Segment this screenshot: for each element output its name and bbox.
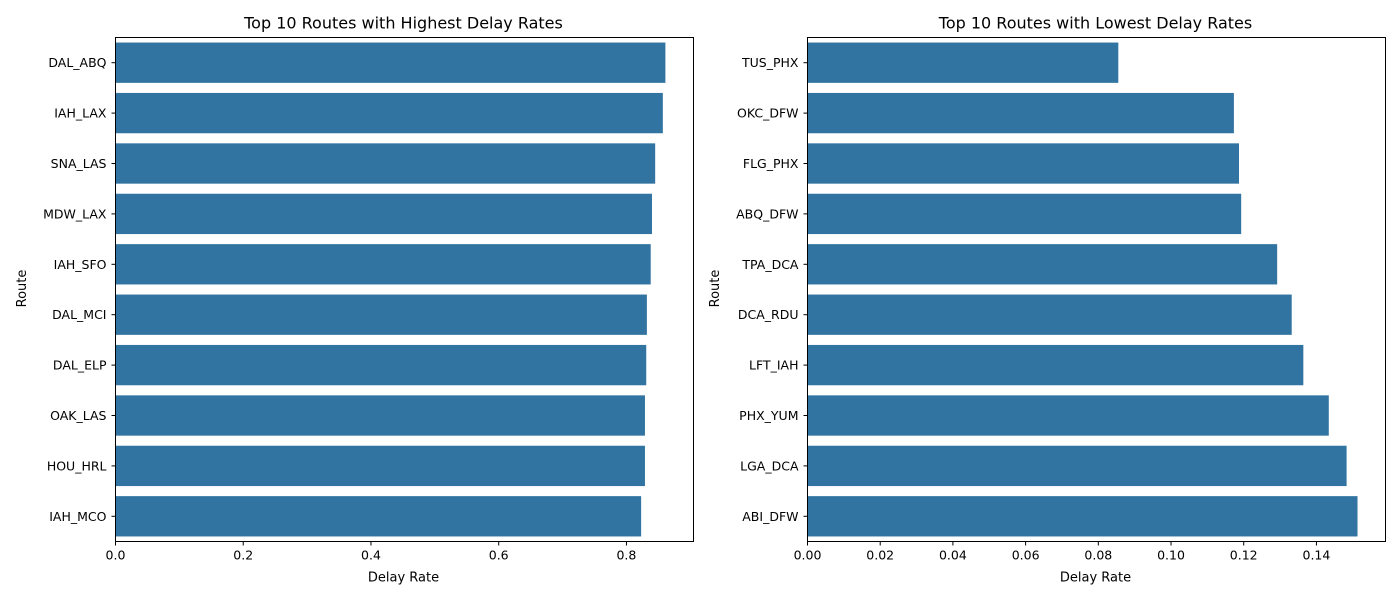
bar xyxy=(807,395,1329,436)
chart-highest-delay: Top 10 Routes with Highest Delay Rates D… xyxy=(15,14,694,586)
y-tick-label: SNA_LAS xyxy=(51,156,107,171)
bars xyxy=(807,42,1358,537)
y-axis-label: Route xyxy=(708,270,723,308)
y-tick-label: TUS_PHX xyxy=(741,55,799,70)
x-tick-label: 0.06 xyxy=(1012,548,1040,563)
x-tick-label: 0.4 xyxy=(361,548,381,563)
chart-title: Top 10 Routes with Lowest Delay Rates xyxy=(938,14,1252,33)
x-tick-label: 0.02 xyxy=(866,548,894,563)
y-tick-label: HOU_HRL xyxy=(47,458,107,473)
bar xyxy=(115,42,666,83)
x-tick-label: 0.04 xyxy=(939,548,967,563)
x-ticks: 0.00 0.02 0.04 0.06 0.08 0.10 0.12 0.14 xyxy=(794,541,1331,563)
y-tick-label: FLG_PHX xyxy=(743,156,799,171)
bar xyxy=(807,445,1347,487)
y-tick-label: IAH_SFO xyxy=(54,257,107,272)
bar xyxy=(115,244,651,285)
y-tick-label: DAL_ABQ xyxy=(48,55,106,70)
x-tick-label: 0.10 xyxy=(1157,548,1185,563)
y-tick-label: DCA_RDU xyxy=(738,307,799,322)
y-tick-label: MDW_LAX xyxy=(43,206,107,221)
x-axis-label: Delay Rate xyxy=(368,571,439,586)
y-tick-label: PHX_YUM xyxy=(739,408,798,423)
chart-title: Top 10 Routes with Highest Delay Rates xyxy=(243,14,563,33)
plot-frame xyxy=(115,37,694,542)
y-tick-label: DAL_MCI xyxy=(52,307,106,322)
bar xyxy=(115,445,645,487)
y-axis-label: Route xyxy=(15,270,30,308)
bar xyxy=(115,92,663,134)
y-ticks: TUS_PHX OKC_DFW FLG_PHX ABQ_DFW TPA_DCA DCA_R… xyxy=(736,55,808,524)
bar xyxy=(807,344,1304,386)
bar xyxy=(115,395,645,436)
bars xyxy=(115,42,666,537)
y-tick-label: LGA_DCA xyxy=(740,458,799,473)
plot-frame xyxy=(807,37,1386,542)
bar xyxy=(115,193,652,235)
x-tick-label: 0.8 xyxy=(616,548,636,563)
y-tick-label: DAL_ELP xyxy=(53,358,107,373)
bar xyxy=(807,143,1240,184)
y-tick-label: IAH_LAX xyxy=(54,106,107,121)
x-axis-label: Delay Rate xyxy=(1060,571,1131,586)
y-ticks: DAL_ABQ IAH_LAX SNA_LAS MDW_LAX IAH_SFO DAL_M… xyxy=(43,55,116,524)
bar xyxy=(807,496,1358,537)
y-tick-label: OKC_DFW xyxy=(737,106,799,121)
bar xyxy=(807,42,1119,83)
y-tick-label: ABI_DFW xyxy=(742,509,798,524)
y-tick-label: ABQ_DFW xyxy=(736,206,798,221)
bar xyxy=(115,294,647,335)
y-tick-label: LFT_IAH xyxy=(749,358,798,373)
bar xyxy=(807,244,1278,285)
bar xyxy=(115,143,656,184)
bar xyxy=(807,193,1242,235)
bar xyxy=(115,496,642,537)
x-tick-label: 0.12 xyxy=(1230,548,1258,563)
bar xyxy=(807,92,1234,134)
x-tick-label: 0.08 xyxy=(1084,548,1112,563)
y-tick-label: TPA_DCA xyxy=(741,257,799,272)
x-tick-label: 0.14 xyxy=(1303,548,1331,563)
y-tick-label: OAK_LAS xyxy=(50,408,106,423)
x-ticks: 0.0 0.2 0.4 0.6 0.8 xyxy=(106,541,636,563)
chart-lowest-delay: Top 10 Routes with Lowest Delay Rates De… xyxy=(708,14,1386,586)
x-tick-label: 0.00 xyxy=(794,548,822,563)
x-tick-label: 0.0 xyxy=(106,548,126,563)
bar xyxy=(115,344,647,386)
y-tick-label: IAH_MCO xyxy=(49,509,106,524)
x-tick-label: 0.2 xyxy=(233,548,253,563)
bar xyxy=(807,294,1292,335)
x-tick-label: 0.6 xyxy=(489,548,509,563)
